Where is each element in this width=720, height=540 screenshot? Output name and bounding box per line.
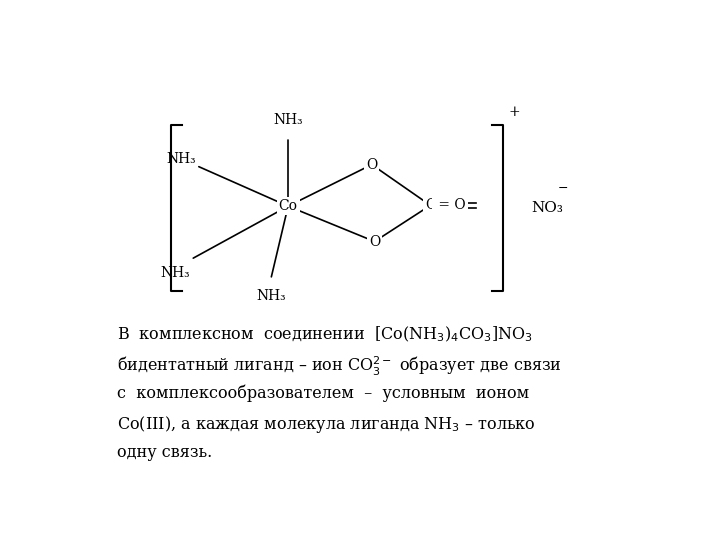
Text: O: O	[366, 158, 377, 172]
Text: одну связь.: одну связь.	[117, 444, 212, 461]
Text: NH₃: NH₃	[161, 266, 190, 280]
Text: NH₃: NH₃	[256, 288, 286, 302]
Text: бидентатный лиганд – ион CO$_3^{2-}$ образует две связи: бидентатный лиганд – ион CO$_3^{2-}$ обр…	[117, 355, 562, 378]
Text: В  комплексном  соединении  [Co(NH$_3$)$_4$CO$_3$]NO$_3$: В комплексном соединении [Co(NH$_3$)$_4$…	[117, 325, 533, 344]
Text: O: O	[369, 234, 380, 248]
Text: −: −	[557, 181, 568, 194]
Text: Co: Co	[279, 199, 297, 213]
Text: NH₃: NH₃	[274, 113, 303, 127]
Text: NO₃: NO₃	[531, 201, 563, 215]
Text: с  комплексообразователем  –  условным  ионом: с комплексообразователем – условным ионо…	[117, 384, 529, 402]
Text: C: C	[425, 198, 436, 212]
Text: Co(III), а каждая молекула лиганда NH$_3$ – только: Co(III), а каждая молекула лиганда NH$_3…	[117, 415, 536, 435]
Text: NH₃: NH₃	[166, 152, 196, 166]
Text: +: +	[508, 105, 520, 119]
Text: = O: = O	[434, 198, 466, 212]
